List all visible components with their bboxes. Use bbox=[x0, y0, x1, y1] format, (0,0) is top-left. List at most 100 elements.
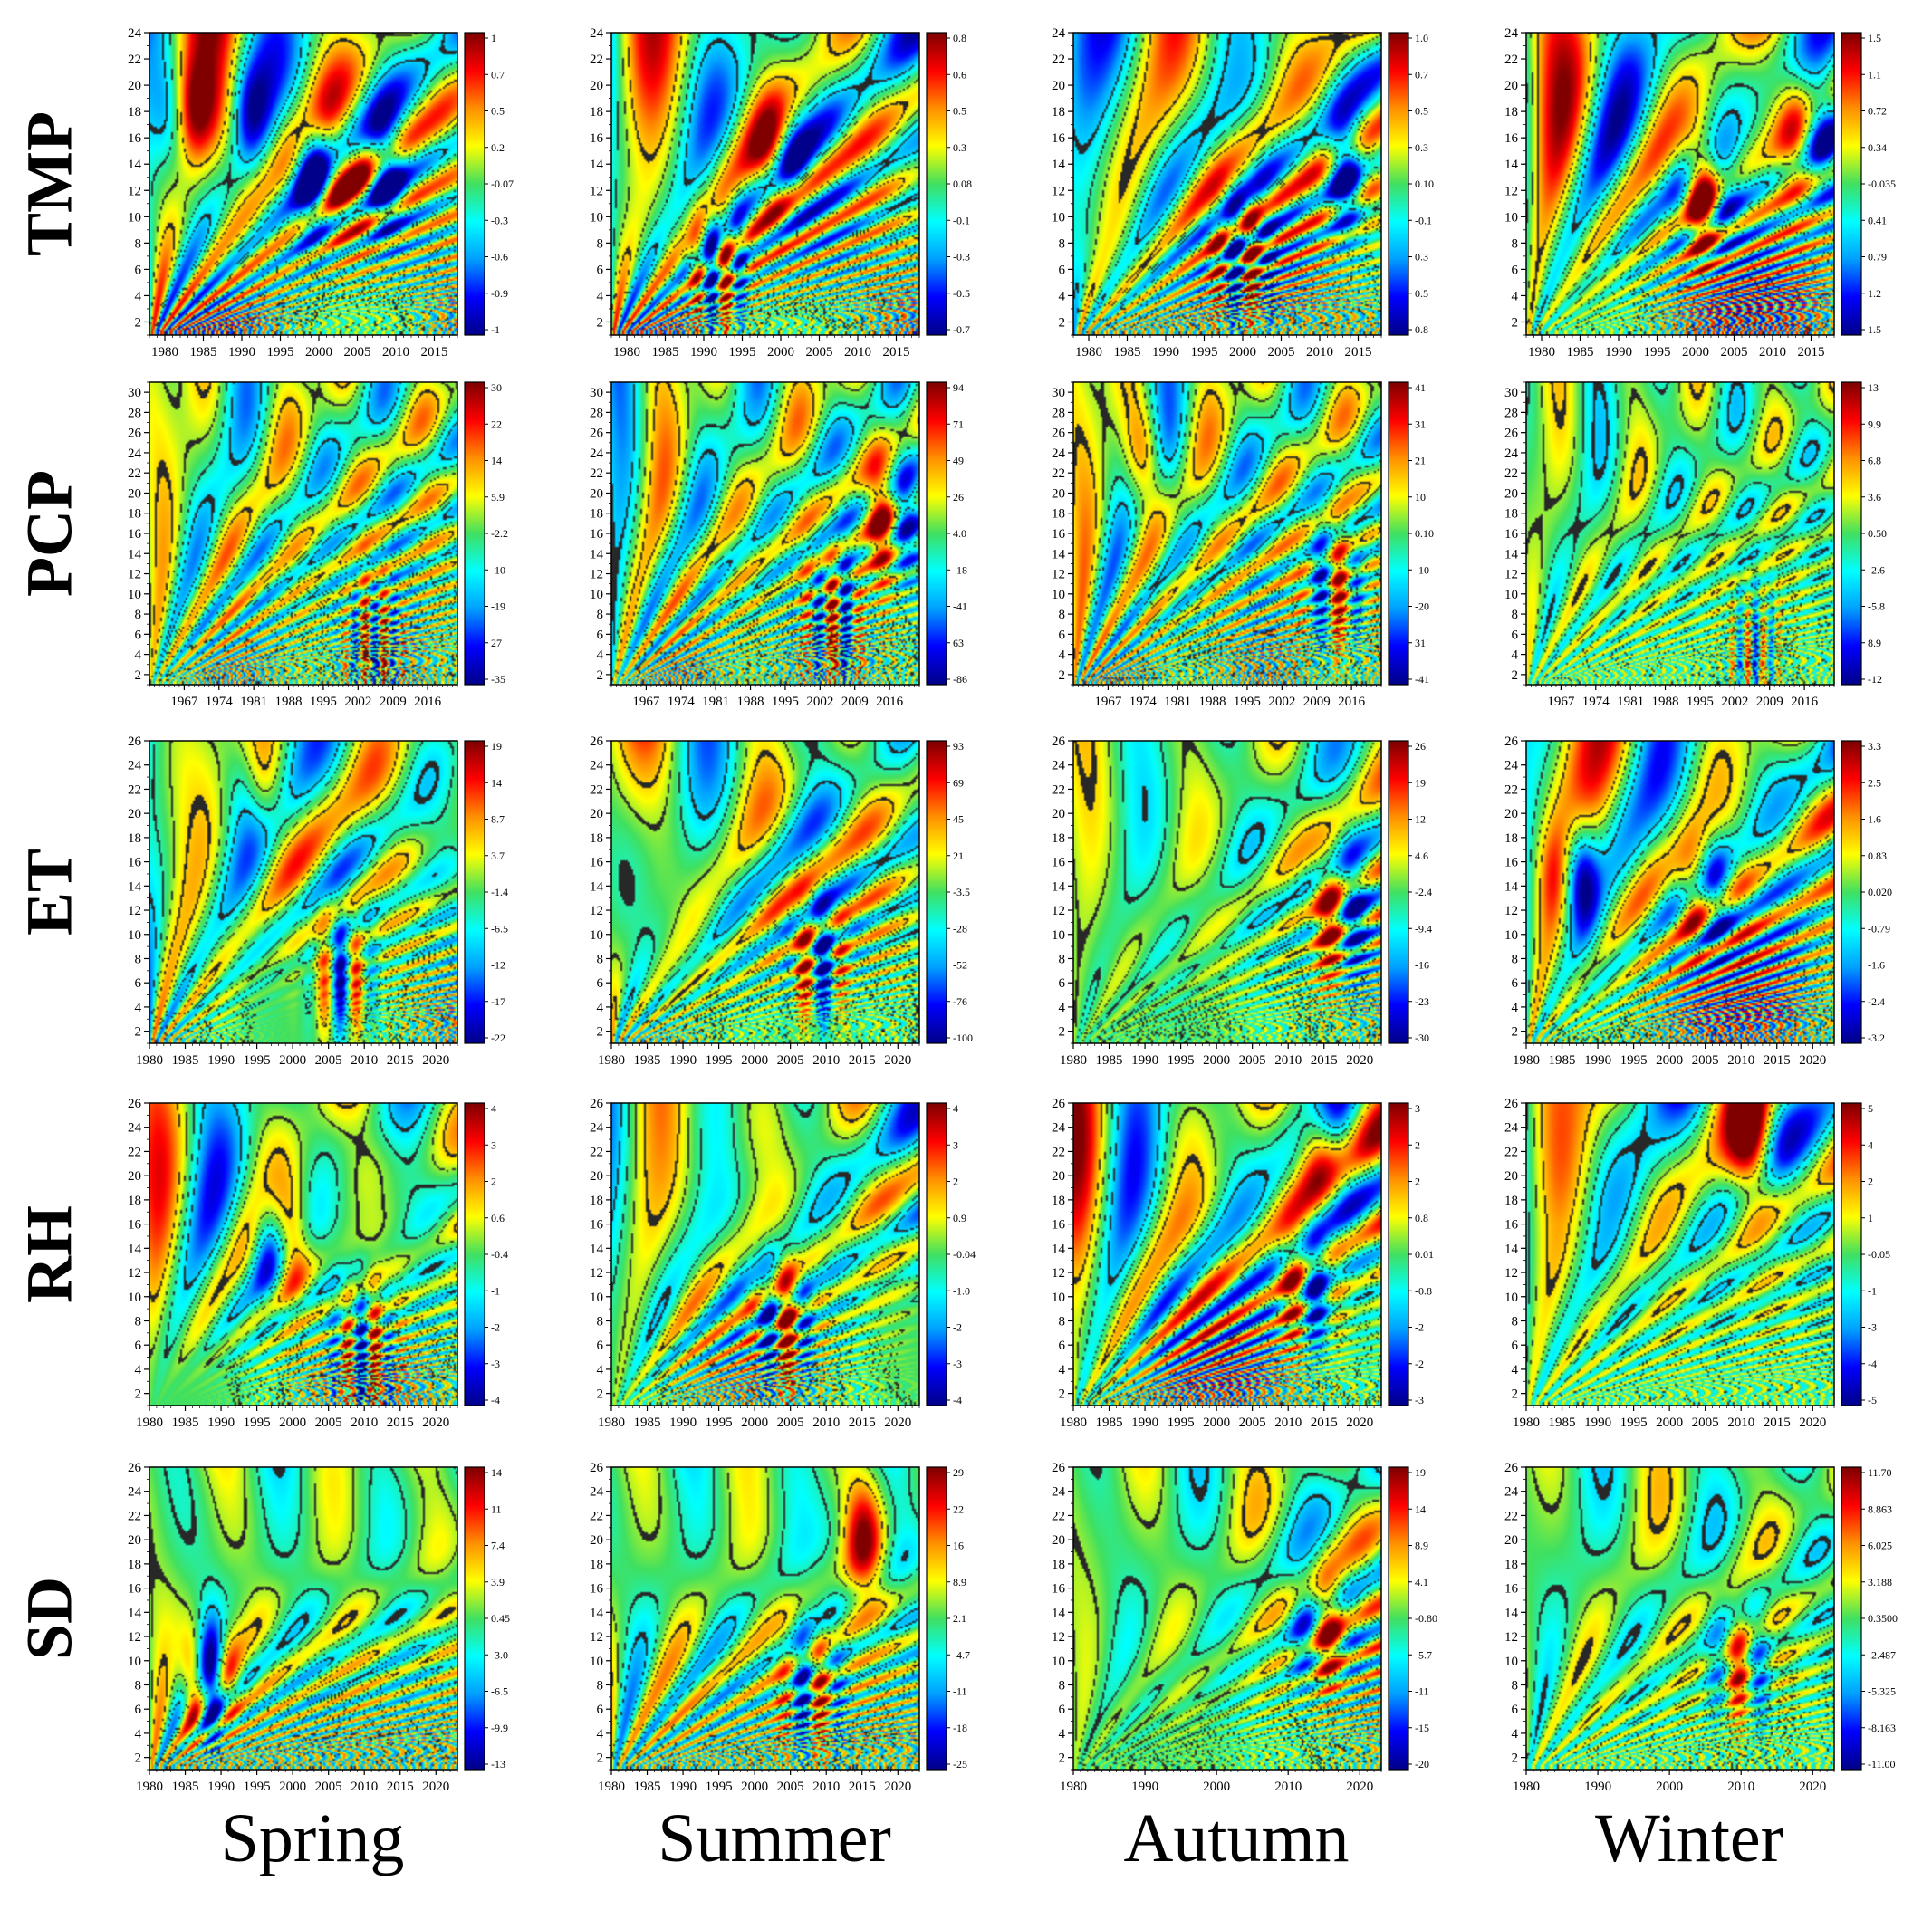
colorbar-tick-label: 1 bbox=[1868, 1212, 1873, 1224]
y-tick-label: 4 bbox=[135, 1727, 142, 1742]
colorbar-tick-label: 3.7 bbox=[491, 849, 505, 862]
y-tick-label: 20 bbox=[1504, 1169, 1518, 1184]
y-tick-label: 2 bbox=[135, 1752, 142, 1766]
y-tick-label: 4 bbox=[1512, 1001, 1519, 1015]
x-tick-label: 2020 bbox=[884, 1416, 911, 1430]
heatmap-field bbox=[1526, 1467, 1834, 1770]
y-tick-label: 26 bbox=[590, 734, 604, 749]
x-tick-label: 2000 bbox=[741, 1780, 768, 1794]
x-tick-label: 2020 bbox=[1346, 1416, 1373, 1430]
x-tick-label: 2000 bbox=[767, 345, 794, 360]
y-tick-label: 2 bbox=[135, 1387, 142, 1402]
y-tick-label: 4 bbox=[597, 289, 604, 303]
x-tick-label: 2005 bbox=[1268, 345, 1295, 360]
colorbar-tick-label: 8.863 bbox=[1868, 1502, 1892, 1515]
y-tick-label: 30 bbox=[128, 386, 141, 400]
y-tick-label: 4 bbox=[1512, 1727, 1519, 1742]
colorbar-tick-label: -1.0 bbox=[953, 1284, 970, 1297]
colorbar-tick-label: 0.10 bbox=[1415, 178, 1434, 190]
colorbar-tick-label: 0.45 bbox=[491, 1612, 510, 1625]
colorbar-tick-label: 2.5 bbox=[1868, 776, 1881, 789]
colorbar-tick-label: 0.5 bbox=[491, 105, 505, 118]
x-tick-label: 2000 bbox=[1682, 345, 1709, 360]
y-tick-label: 26 bbox=[128, 1097, 142, 1111]
x-tick-label: 2010 bbox=[844, 345, 871, 360]
y-tick-label: 26 bbox=[590, 1461, 604, 1475]
y-tick-label: 22 bbox=[590, 1145, 603, 1159]
colorbar-tick-label: -1.4 bbox=[491, 886, 508, 898]
x-tick-label: 1981 bbox=[1617, 695, 1644, 709]
colorbar-tick-label: -0.07 bbox=[491, 178, 514, 190]
x-tick-label: 2002 bbox=[344, 695, 371, 709]
colorbar-tick-label: -4.7 bbox=[953, 1648, 970, 1661]
y-tick-label: 4 bbox=[1512, 1363, 1519, 1377]
y-tick-label: 10 bbox=[1052, 210, 1065, 225]
x-tick-label: 2015 bbox=[1798, 345, 1825, 360]
colorbar-tick-label: 10 bbox=[1415, 491, 1426, 504]
x-tick-label: 1985 bbox=[634, 1416, 661, 1430]
colorbar-tick-label: 11.70 bbox=[1868, 1466, 1892, 1479]
y-tick-label: 22 bbox=[1052, 1145, 1065, 1159]
y-tick-label: 30 bbox=[590, 386, 603, 400]
colorbar-tick-label: 14 bbox=[1415, 1502, 1426, 1515]
plot-frame bbox=[149, 740, 458, 1044]
y-tick-label: 20 bbox=[590, 486, 603, 501]
colorbar-tick-label: 22 bbox=[953, 1502, 964, 1515]
colorbar-tick-label: 3 bbox=[491, 1138, 496, 1151]
colorbar-tick-label: 9.9 bbox=[1868, 418, 1881, 430]
colorbar-tick-label: 1 bbox=[491, 32, 496, 44]
x-tick-label: 1980 bbox=[598, 1416, 625, 1430]
y-tick-label: 20 bbox=[1052, 486, 1065, 501]
colorbar-tick-label: -10 bbox=[491, 563, 505, 576]
colorbar-tick-label: -5.7 bbox=[1415, 1648, 1432, 1661]
colorbar bbox=[1389, 1467, 1408, 1770]
y-tick-label: 22 bbox=[1504, 782, 1518, 797]
y-tick-label: 18 bbox=[128, 1558, 141, 1572]
y-tick-label: 10 bbox=[590, 1655, 603, 1669]
x-tick-label: 2016 bbox=[1338, 695, 1366, 709]
colorbar-tick-label: -1.6 bbox=[1868, 959, 1885, 972]
x-tick-label: 2005 bbox=[1692, 1053, 1719, 1068]
y-tick-label: 8 bbox=[1512, 1678, 1519, 1693]
colorbar bbox=[1389, 33, 1408, 335]
colorbar-tick-label: 1.5 bbox=[1868, 32, 1881, 44]
colorbar-tick-label: 0.5 bbox=[1415, 287, 1428, 300]
colorbar-tick-label: 63 bbox=[953, 637, 964, 649]
x-tick-label: 2005 bbox=[315, 1053, 342, 1068]
y-tick-label: 10 bbox=[1504, 588, 1518, 602]
y-tick-label: 6 bbox=[1059, 1339, 1066, 1353]
y-tick-label: 26 bbox=[1052, 1097, 1066, 1111]
y-tick-label: 2 bbox=[597, 668, 604, 683]
y-tick-label: 12 bbox=[1052, 1630, 1065, 1645]
y-tick-label: 8 bbox=[1059, 236, 1066, 251]
x-tick-label: 2010 bbox=[382, 345, 409, 360]
colorbar-tick-label: 0.7 bbox=[491, 68, 505, 81]
x-tick-label: 1980 bbox=[598, 1780, 625, 1794]
y-tick-label: 16 bbox=[590, 1582, 604, 1597]
colorbar-tick-label: 0.41 bbox=[1868, 214, 1887, 226]
colorbar-tick-label: -2.6 bbox=[1868, 563, 1885, 576]
x-tick-label: 2002 bbox=[806, 695, 833, 709]
y-tick-label: 16 bbox=[1504, 856, 1519, 870]
colorbar-tick-label: -0.05 bbox=[1868, 1248, 1890, 1261]
y-tick-label: 8 bbox=[135, 608, 142, 622]
x-tick-label: 2010 bbox=[1727, 1416, 1754, 1430]
x-tick-label: 1990 bbox=[690, 345, 717, 360]
colorbar-tick-label: 0.6 bbox=[491, 1212, 505, 1224]
y-tick-label: 20 bbox=[128, 1533, 141, 1548]
plot-frame bbox=[1525, 1102, 1835, 1406]
heatmap-field bbox=[1526, 382, 1834, 685]
x-tick-label: 1990 bbox=[207, 1780, 235, 1794]
colorbar-tick-label: 0.83 bbox=[1868, 849, 1887, 862]
y-tick-label: 16 bbox=[1052, 1218, 1066, 1233]
x-tick-label: 1980 bbox=[1513, 1416, 1540, 1430]
y-tick-label: 4 bbox=[1512, 289, 1519, 303]
colorbar-tick-label: 1.0 bbox=[1415, 32, 1428, 44]
y-tick-label: 2 bbox=[135, 1025, 142, 1040]
x-tick-label: 1995 bbox=[1168, 1416, 1195, 1430]
colorbar-tick-label: 0.2 bbox=[491, 141, 505, 154]
colorbar-tick-label: 5 bbox=[1868, 1102, 1873, 1115]
y-tick-label: 22 bbox=[590, 1509, 603, 1523]
x-tick-label: 1995 bbox=[1687, 695, 1714, 709]
